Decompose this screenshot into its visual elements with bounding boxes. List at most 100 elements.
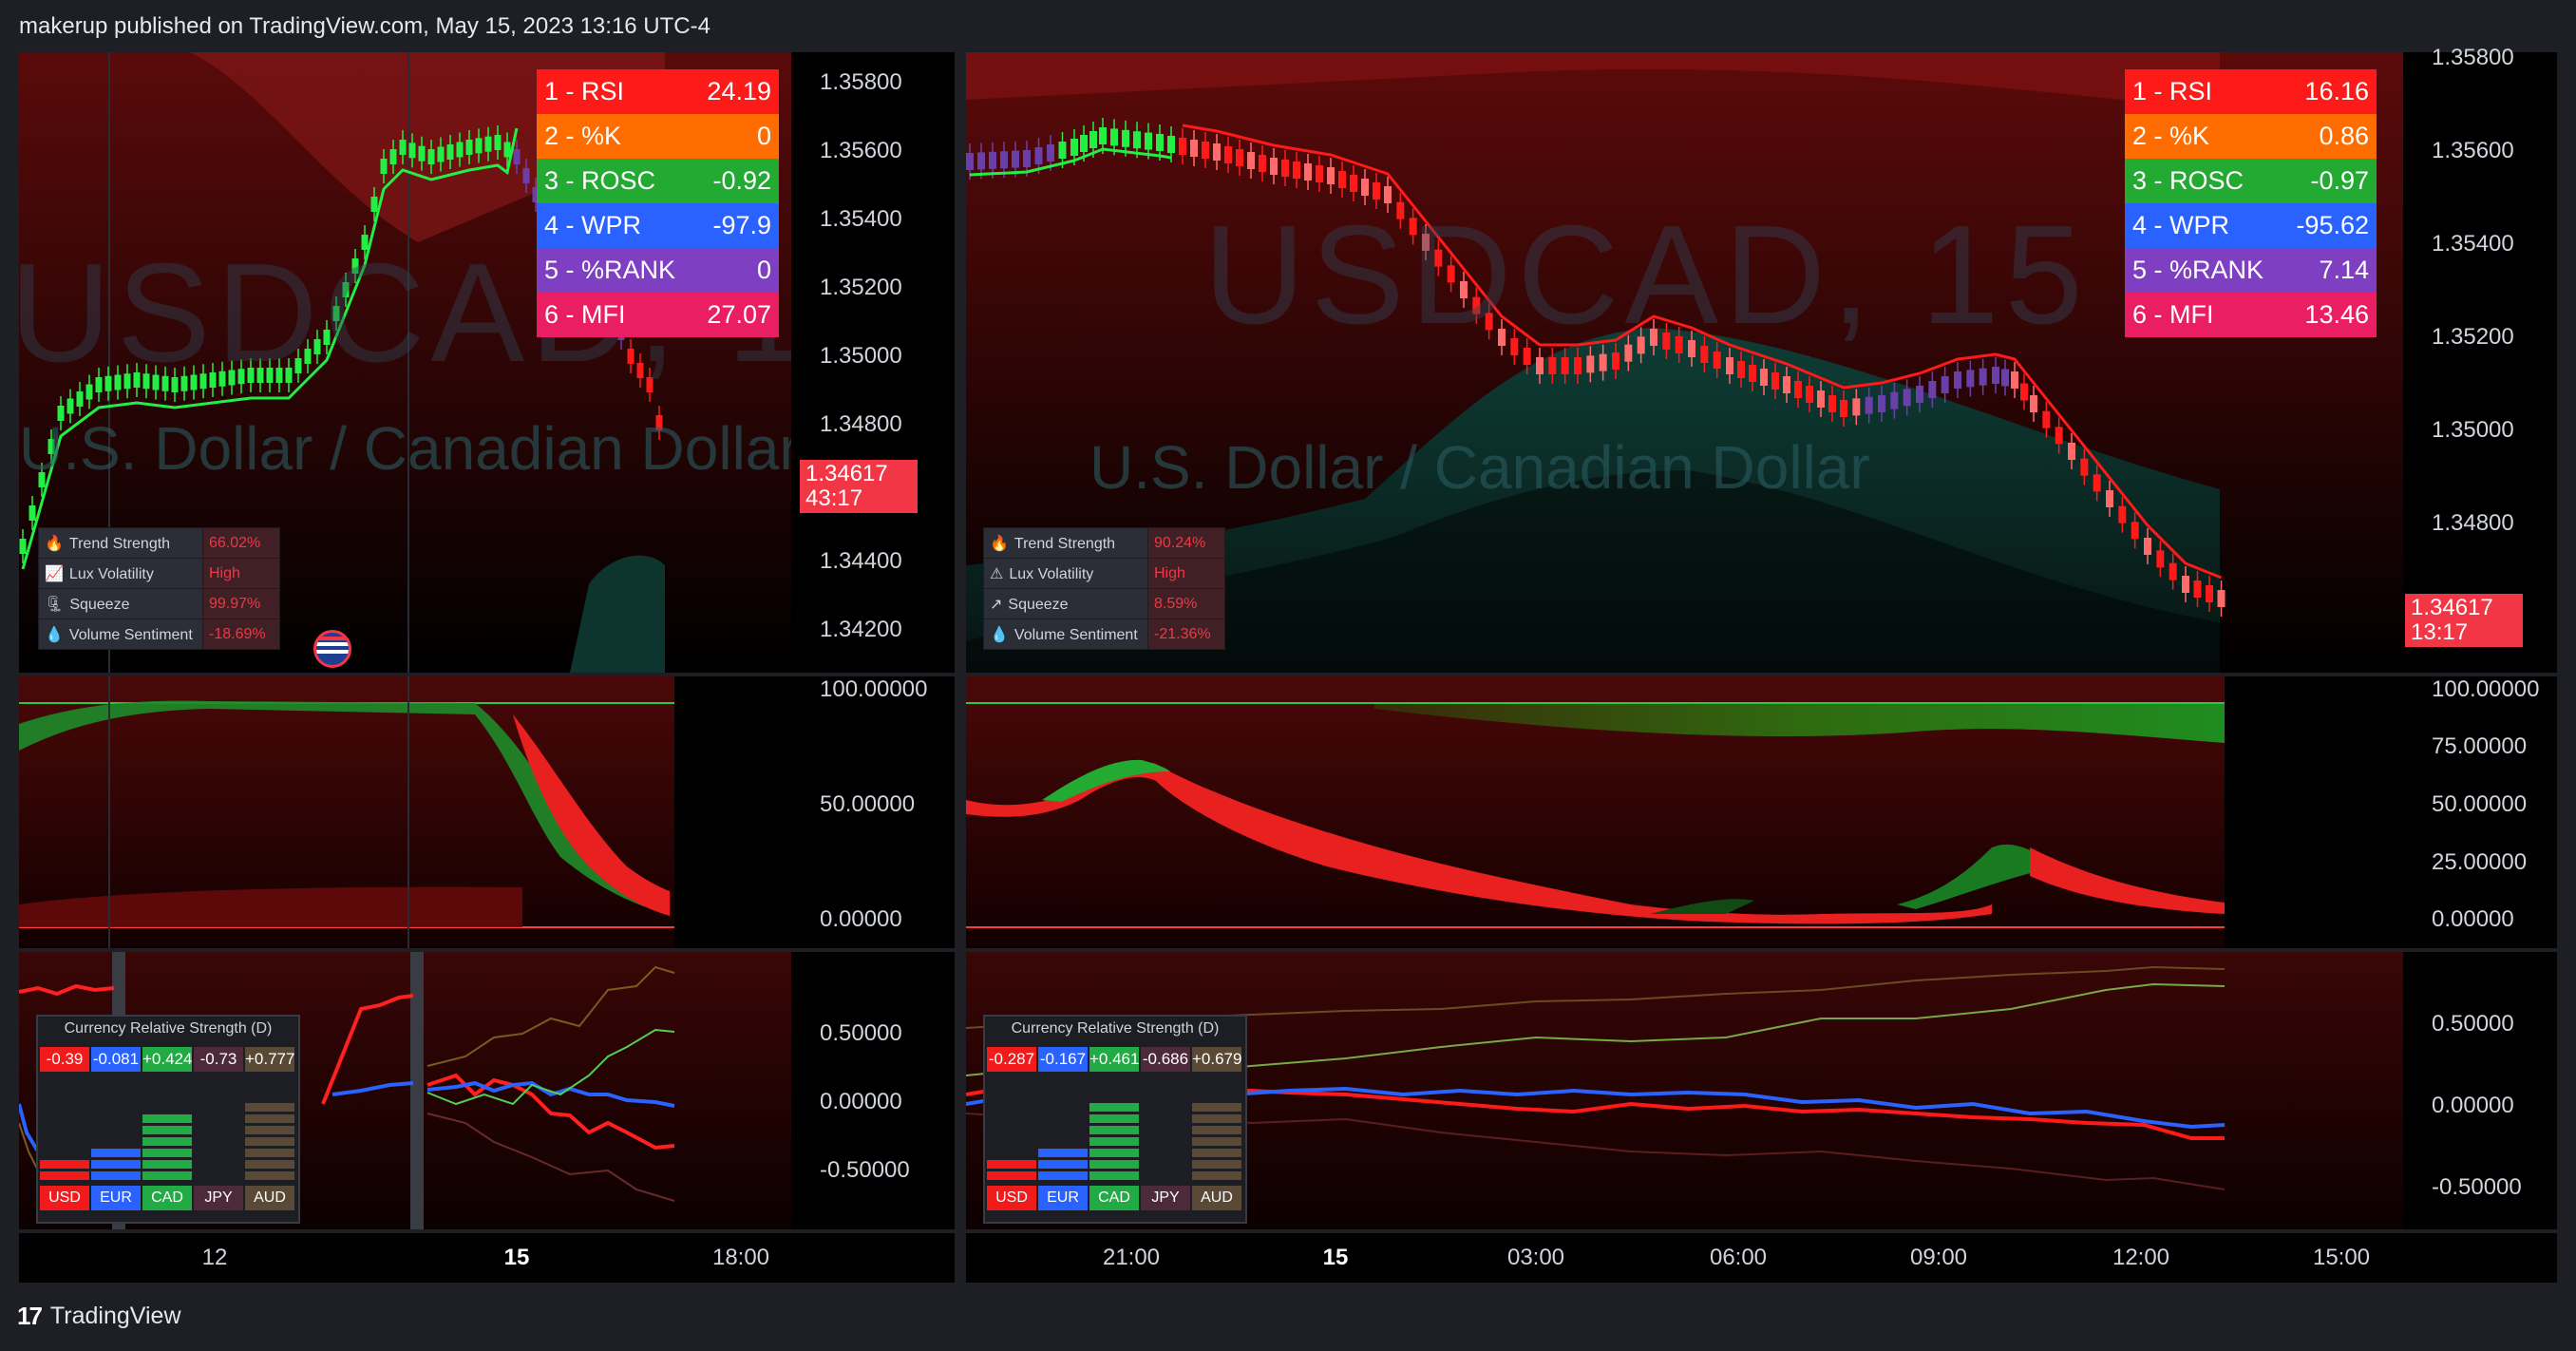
candle-body	[1749, 365, 1756, 382]
candle-body	[114, 374, 122, 390]
axis-tick-label: 100.00000	[2432, 676, 2540, 702]
oscillator-axis-left[interactable]: 100.00000 50.00000 0.00000	[791, 676, 955, 948]
oscillator-value: -97.9	[712, 211, 771, 239]
candle-body	[1247, 152, 1255, 169]
oscillator-pane-right[interactable]	[966, 676, 2557, 948]
crs-strength-bar	[245, 1160, 294, 1169]
oscillator-row: 1 - RSI 24.19	[537, 69, 779, 114]
oscillator-plot-right[interactable]	[966, 676, 2557, 948]
upper-band	[190, 52, 665, 242]
candle-body	[313, 339, 321, 354]
candle-body	[465, 140, 473, 155]
crs-axis-right[interactable]: 0.50000 0.00000 -0.50000	[2403, 952, 2557, 1229]
bar-countdown: 43:17	[805, 485, 863, 511]
trailing-stop-line-bull	[969, 147, 1172, 177]
oscillator-row: 4 - WPR -95.62	[2125, 203, 2377, 248]
oscillator-label: 5 - %RANK	[544, 256, 676, 284]
candle-body	[1806, 386, 1813, 403]
stat-icon: ↗	[990, 596, 1003, 613]
oscillator-value: 0	[756, 122, 771, 150]
us-flag-icon[interactable]	[313, 630, 351, 668]
crs-currency: EUR	[91, 1186, 141, 1210]
crs-strength-bar	[1089, 1103, 1139, 1112]
price-axis-right[interactable]: 1.35800 1.35600 1.35400 1.35200 1.35000 1.348…	[2403, 45, 2557, 673]
candle-body	[19, 539, 27, 554]
oscillator-label: 6 - MFI	[544, 300, 626, 329]
time-axis-left[interactable]: 12 15 18:00	[19, 1233, 955, 1283]
price-plot-right[interactable]	[966, 52, 2557, 673]
oscillator-label: 3 - ROSC	[544, 166, 656, 195]
axis-tick-label: 75.00000	[2432, 733, 2528, 759]
candle-body	[285, 368, 293, 383]
crs-pane-right[interactable]: Currency Relative Strength (D) -0.287 -0.…	[966, 952, 2557, 1229]
candle-body	[351, 258, 359, 274]
stat-value: High	[1147, 558, 1225, 589]
stat-icon: 🔥	[45, 535, 64, 552]
candle-body	[2156, 550, 2165, 568]
candle-body	[2182, 576, 2189, 593]
oscillator-label: 2 - %K	[544, 122, 622, 150]
candle-body	[1650, 329, 1657, 346]
candle-body	[237, 369, 245, 385]
stat-label: 🔥 Trend Strength	[38, 527, 203, 559]
crs-strength-bar	[987, 1160, 1036, 1169]
stat-label-text: Lux Volatility	[68, 565, 154, 582]
crs-strength-bar	[1089, 1160, 1139, 1169]
candle-body	[1224, 146, 1232, 163]
axis-tick-label: 1.35800	[2432, 45, 2514, 70]
candle-body	[142, 373, 150, 390]
crs-currency: AUD	[245, 1186, 294, 1210]
candle-body	[475, 138, 483, 154]
candle-body	[1460, 281, 1468, 298]
candle-body	[1966, 370, 1975, 388]
axis-tick-label: 1.35400	[2432, 231, 2514, 257]
time-tick-label: 12	[201, 1245, 228, 1270]
candle-body	[180, 375, 188, 391]
candle-body	[1574, 357, 1582, 374]
candle-body	[1023, 150, 1031, 167]
candle-body	[966, 153, 974, 170]
stats-table: 🔥 Trend Strength 90.24% ⚠ Lux Volatility High…	[983, 527, 1225, 650]
candle-body	[1675, 336, 1683, 353]
oscillator-plot-left[interactable]	[19, 676, 955, 948]
candle-body	[494, 135, 502, 150]
stat-label-text: Trend Strength	[68, 535, 171, 552]
tradingview-logo[interactable]: 17 TradingView	[17, 1302, 181, 1331]
candle-body	[560, 230, 568, 245]
candle-body	[1700, 346, 1709, 363]
oscillator-label: 1 - RSI	[544, 77, 625, 105]
candle-body	[1270, 158, 1278, 175]
candle-body	[370, 197, 378, 212]
candle-body	[2106, 490, 2113, 507]
crs-strength-bar	[1089, 1137, 1139, 1146]
crs-currency: EUR	[1038, 1186, 1088, 1210]
osc-lower-ribbon	[19, 886, 522, 927]
price-pane-right[interactable]: USDCAD, 15 U.S. Dollar / Canadian Dollar…	[966, 52, 2557, 673]
candle-body	[1409, 218, 1417, 236]
candle-body	[1000, 151, 1008, 169]
oscillator-axis-right[interactable]: 100.00000 75.00000 50.00000 25.00000 0.00000	[2403, 676, 2557, 948]
price-tag: 1.34617 13:17	[2405, 594, 2523, 647]
stat-label: 📈 Lux Volatility	[38, 558, 203, 589]
axis-tick-label: 1.35800	[820, 69, 902, 95]
usd-line	[426, 1073, 675, 1151]
candle-body	[247, 368, 255, 383]
watermark-symbol: USDCAD, 1H	[19, 235, 919, 391]
time-axis-right[interactable]: 21:00 15 03:00 06:00 09:00 12:00 15:00	[966, 1233, 2557, 1283]
oscillator-row: 6 - MFI 27.07	[537, 293, 779, 337]
candle-body	[1916, 386, 1923, 403]
crs-strength-bar	[1192, 1126, 1241, 1134]
trailing-stop-line	[21, 127, 519, 570]
candle-body	[1928, 381, 1937, 398]
price-axis-left[interactable]: 1.35800 1.35600 1.35400 1.35200 1.35000 1.348…	[791, 52, 955, 673]
crs-strength-bar	[987, 1171, 1036, 1180]
crs-strength-bar	[40, 1171, 89, 1180]
crs-strength-bar	[1192, 1160, 1241, 1169]
stat-value: 8.59%	[1147, 588, 1225, 619]
candle-body	[446, 144, 454, 160]
candle-body	[503, 142, 511, 158]
candle-body	[1236, 149, 1243, 166]
crs-axis-left[interactable]: 0.50000 0.00000 -0.50000	[791, 952, 955, 1229]
time-tick-label: 06:00	[1709, 1245, 1768, 1270]
crs-strength-bar	[142, 1160, 192, 1169]
